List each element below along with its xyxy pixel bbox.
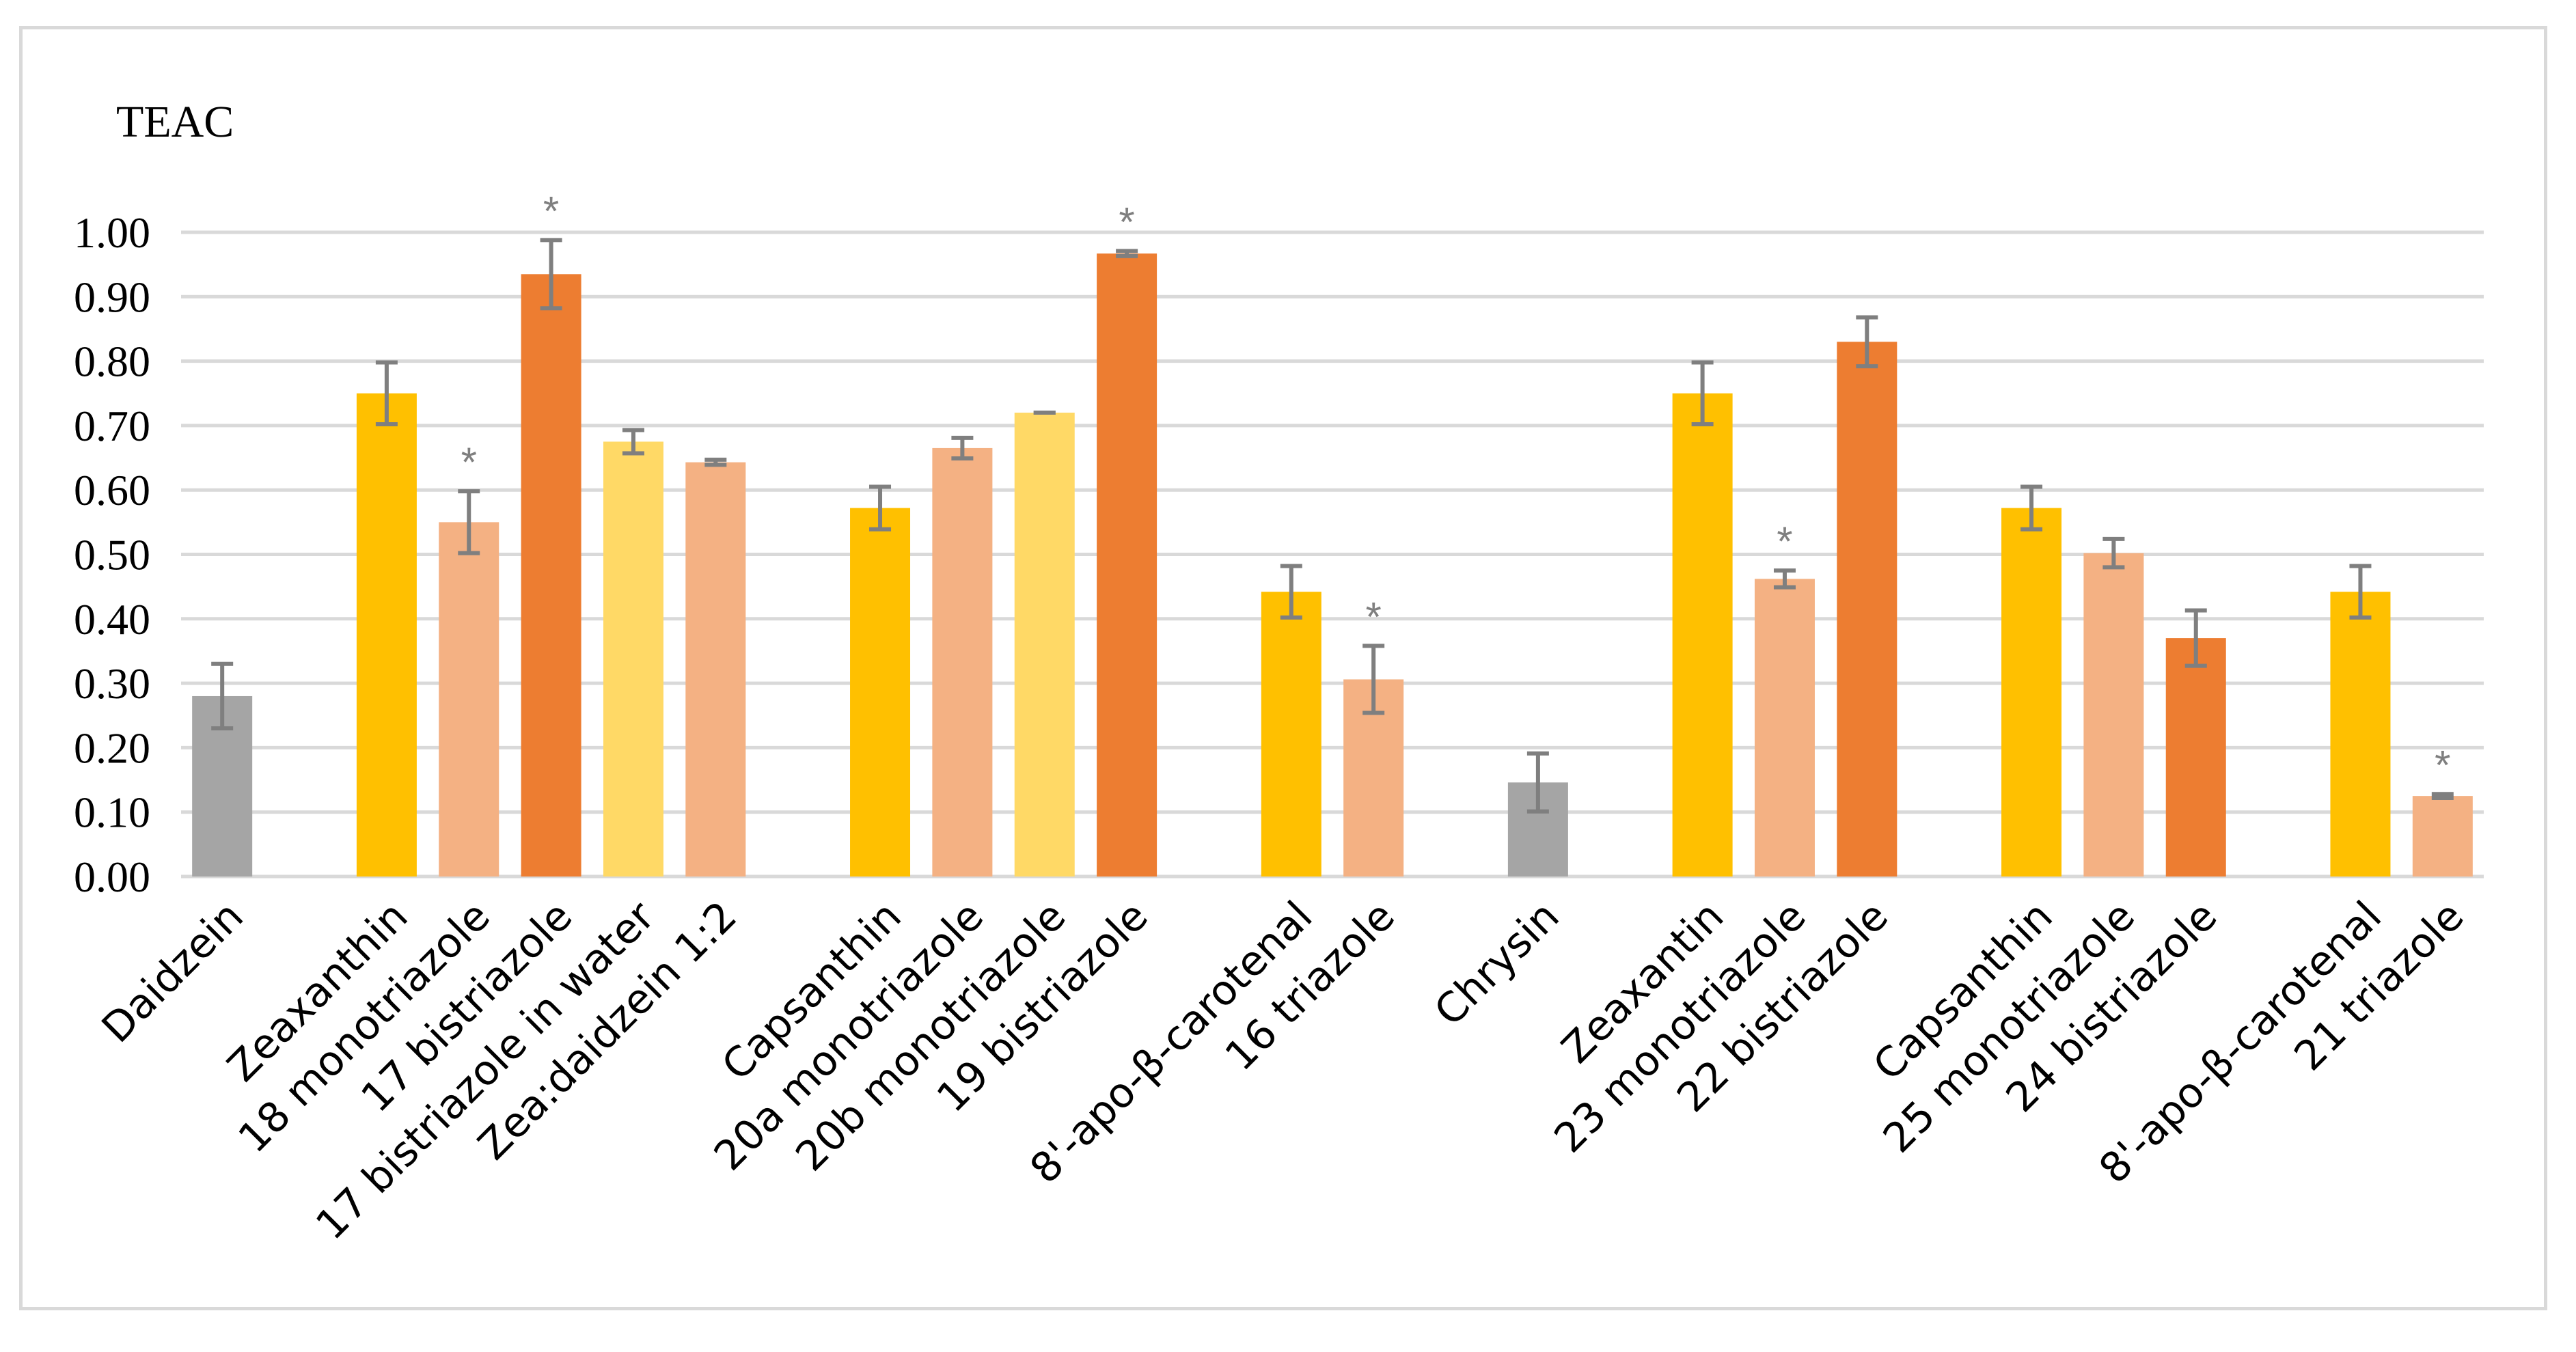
error-bar [375,360,398,427]
bar [2165,638,2226,877]
bar [603,441,663,877]
y-tick-label: 1.00 [74,208,150,257]
error-bar [2020,484,2043,532]
error-bar [869,484,892,532]
y-axis-title: TEAC [116,97,234,147]
bar [356,393,417,877]
bar [850,508,911,877]
y-tick-label: 0.00 [74,853,150,901]
error-bar [1856,315,1878,369]
error-bar [2349,564,2372,620]
bar [932,447,993,877]
bar [521,274,581,877]
error-bar [1691,360,1714,427]
error-bars [211,238,2454,814]
bar [1097,253,1157,877]
error-bar [1773,568,1796,590]
significance-star: * [2435,742,2450,788]
y-tick-label: 0.80 [74,337,150,386]
bar [685,462,746,877]
bars [192,253,2473,877]
error-bar [1116,249,1138,258]
y-tick-label: 0.90 [74,273,150,321]
error-bar [211,661,234,731]
bar [2001,508,2062,877]
significance-star: * [1119,199,1134,245]
error-bar [622,428,644,456]
bar [2330,592,2391,877]
significance-star: * [1777,519,1792,564]
bar [2083,553,2144,877]
x-tick-label: Chrysin [1425,892,1568,1035]
bar [1754,579,1815,877]
error-bar [1362,644,1385,715]
y-tick-label: 0.10 [74,788,150,837]
y-tick-label: 0.60 [74,466,150,514]
significance-star: * [461,439,477,485]
y-tick-label: 0.40 [74,595,150,644]
error-bar [1280,564,1302,620]
bar [1837,342,1897,877]
bar [1672,393,1733,877]
error-bar [458,489,480,555]
y-tick-label: 0.30 [74,659,150,708]
error-bar [2431,792,2454,800]
y-axis-ticks: 0.00 0.10 0.20 0.30 0.40 0.50 0.60 0.70 0.80 0.90… [74,208,150,901]
x-tick-label: Daidzein [93,892,253,1052]
error-bar [951,435,974,460]
y-tick-label: 0.20 [74,723,150,772]
bar [1014,413,1075,877]
error-bar [540,238,562,311]
y-tick-label: 0.70 [74,402,150,450]
bar [1261,592,1321,877]
significance-markers: * * * * * * [461,188,2451,788]
significance-star: * [1365,594,1381,639]
error-bar [1526,751,1549,814]
bar [2412,796,2473,877]
error-bar [704,457,727,467]
y-tick-label: 0.50 [74,531,150,579]
error-bar [2184,608,2207,668]
bar [439,522,499,877]
error-bar [2102,536,2125,570]
significance-star: * [543,188,559,234]
